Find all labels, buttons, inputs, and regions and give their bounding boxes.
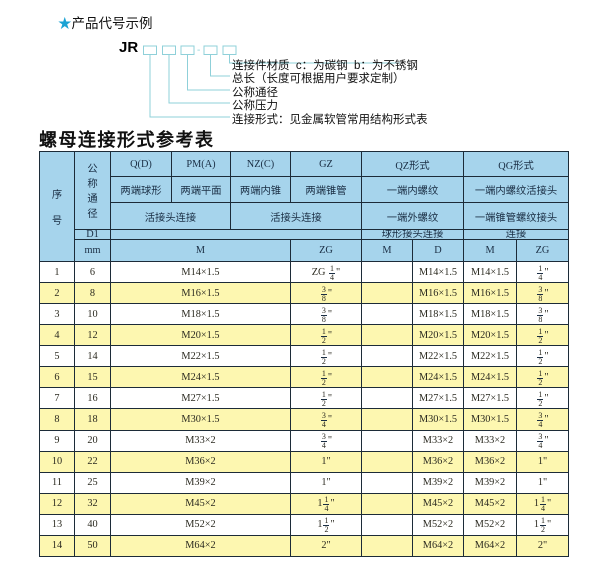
svg-text:-: - bbox=[197, 45, 200, 56]
